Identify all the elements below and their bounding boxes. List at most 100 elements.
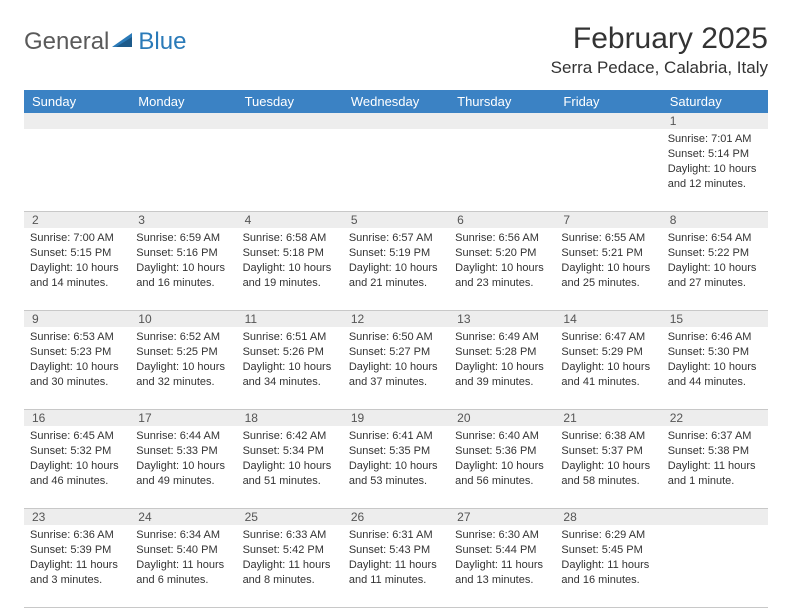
day-number [449,113,555,129]
day-number: 22 [662,410,768,426]
sunrise: Sunrise: 6:55 AM [561,231,655,246]
sunset: Sunset: 5:14 PM [668,147,762,162]
day-cell: Sunrise: 6:58 AMSunset: 5:18 PMDaylight:… [237,228,343,310]
sunset: Sunset: 5:42 PM [243,543,337,558]
sunrise: Sunrise: 6:44 AM [136,429,230,444]
sunrise: Sunrise: 6:41 AM [349,429,443,444]
sunset: Sunset: 5:40 PM [136,543,230,558]
sunrise: Sunrise: 6:29 AM [561,528,655,543]
daylight: Daylight: 10 hours and 14 minutes. [30,261,124,291]
day-cell [237,129,343,211]
daylight: Daylight: 11 hours and 11 minutes. [349,558,443,588]
daylight: Daylight: 10 hours and 25 minutes. [561,261,655,291]
day-number: 24 [130,509,236,525]
sunset: Sunset: 5:27 PM [349,345,443,360]
daylight: Daylight: 10 hours and 12 minutes. [668,162,762,192]
daylight: Daylight: 10 hours and 56 minutes. [455,459,549,489]
logo: General Blue [24,28,186,56]
weekday-header: Sunday Monday Tuesday Wednesday Thursday… [24,90,768,113]
daylight: Daylight: 10 hours and 16 minutes. [136,261,230,291]
day-number [24,113,130,129]
sunset: Sunset: 5:25 PM [136,345,230,360]
calendar-body: 1Sunrise: 7:01 AMSunset: 5:14 PMDaylight… [24,113,768,608]
daylight: Daylight: 10 hours and 27 minutes. [668,261,762,291]
header: General Blue February 2025 Serra Pedace,… [24,22,768,78]
sunrise: Sunrise: 6:36 AM [30,528,124,543]
day-number: 14 [555,311,661,327]
daylight: Daylight: 10 hours and 46 minutes. [30,459,124,489]
day-number-row: 1 [24,113,768,129]
weekday-saturday: Saturday [662,90,768,113]
day-number [237,113,343,129]
sunrise: Sunrise: 6:46 AM [668,330,762,345]
sunset: Sunset: 5:22 PM [668,246,762,261]
day-cell: Sunrise: 6:53 AMSunset: 5:23 PMDaylight:… [24,327,130,409]
day-number: 2 [24,212,130,228]
day-cell: Sunrise: 6:33 AMSunset: 5:42 PMDaylight:… [237,525,343,607]
daylight: Daylight: 10 hours and 41 minutes. [561,360,655,390]
sunrise: Sunrise: 6:33 AM [243,528,337,543]
day-cell: Sunrise: 6:59 AMSunset: 5:16 PMDaylight:… [130,228,236,310]
day-cell: Sunrise: 6:50 AMSunset: 5:27 PMDaylight:… [343,327,449,409]
day-number-row: 2345678 [24,212,768,228]
logo-text-general: General [24,28,109,56]
day-number [130,113,236,129]
week-row: Sunrise: 7:01 AMSunset: 5:14 PMDaylight:… [24,129,768,212]
day-cell [662,525,768,607]
day-number: 10 [130,311,236,327]
day-number: 8 [662,212,768,228]
sunrise: Sunrise: 6:51 AM [243,330,337,345]
sunrise: Sunrise: 6:37 AM [668,429,762,444]
day-cell: Sunrise: 6:40 AMSunset: 5:36 PMDaylight:… [449,426,555,508]
sunrise: Sunrise: 6:31 AM [349,528,443,543]
sunset: Sunset: 5:33 PM [136,444,230,459]
sunset: Sunset: 5:45 PM [561,543,655,558]
daylight: Daylight: 10 hours and 21 minutes. [349,261,443,291]
sunset: Sunset: 5:23 PM [30,345,124,360]
day-cell: Sunrise: 6:37 AMSunset: 5:38 PMDaylight:… [662,426,768,508]
day-number: 20 [449,410,555,426]
day-number: 13 [449,311,555,327]
day-number: 3 [130,212,236,228]
day-number [343,113,449,129]
day-cell [130,129,236,211]
title-block: February 2025 Serra Pedace, Calabria, It… [551,22,768,78]
day-cell [343,129,449,211]
sunset: Sunset: 5:29 PM [561,345,655,360]
sunset: Sunset: 5:35 PM [349,444,443,459]
weekday-tuesday: Tuesday [237,90,343,113]
day-number-row: 232425262728 [24,509,768,525]
daylight: Daylight: 10 hours and 30 minutes. [30,360,124,390]
day-cell: Sunrise: 6:51 AMSunset: 5:26 PMDaylight:… [237,327,343,409]
week-row: Sunrise: 6:53 AMSunset: 5:23 PMDaylight:… [24,327,768,410]
day-cell: Sunrise: 6:46 AMSunset: 5:30 PMDaylight:… [662,327,768,409]
day-number: 1 [662,113,768,129]
day-cell: Sunrise: 6:45 AMSunset: 5:32 PMDaylight:… [24,426,130,508]
day-cell: Sunrise: 6:38 AMSunset: 5:37 PMDaylight:… [555,426,661,508]
day-number: 7 [555,212,661,228]
week-row: Sunrise: 6:36 AMSunset: 5:39 PMDaylight:… [24,525,768,608]
day-number-row: 9101112131415 [24,311,768,327]
sunset: Sunset: 5:43 PM [349,543,443,558]
day-number: 18 [237,410,343,426]
daylight: Daylight: 10 hours and 58 minutes. [561,459,655,489]
weekday-friday: Friday [555,90,661,113]
day-number: 26 [343,509,449,525]
sunrise: Sunrise: 6:50 AM [349,330,443,345]
day-cell: Sunrise: 6:30 AMSunset: 5:44 PMDaylight:… [449,525,555,607]
location: Serra Pedace, Calabria, Italy [551,58,768,78]
day-number: 16 [24,410,130,426]
day-cell: Sunrise: 6:47 AMSunset: 5:29 PMDaylight:… [555,327,661,409]
sunset: Sunset: 5:19 PM [349,246,443,261]
sunset: Sunset: 5:28 PM [455,345,549,360]
sunset: Sunset: 5:30 PM [668,345,762,360]
day-cell [449,129,555,211]
day-cell: Sunrise: 6:42 AMSunset: 5:34 PMDaylight:… [237,426,343,508]
day-number: 17 [130,410,236,426]
daylight: Daylight: 10 hours and 37 minutes. [349,360,443,390]
sunset: Sunset: 5:20 PM [455,246,549,261]
day-number: 21 [555,410,661,426]
sunrise: Sunrise: 6:49 AM [455,330,549,345]
day-number: 27 [449,509,555,525]
day-cell: Sunrise: 6:52 AMSunset: 5:25 PMDaylight:… [130,327,236,409]
